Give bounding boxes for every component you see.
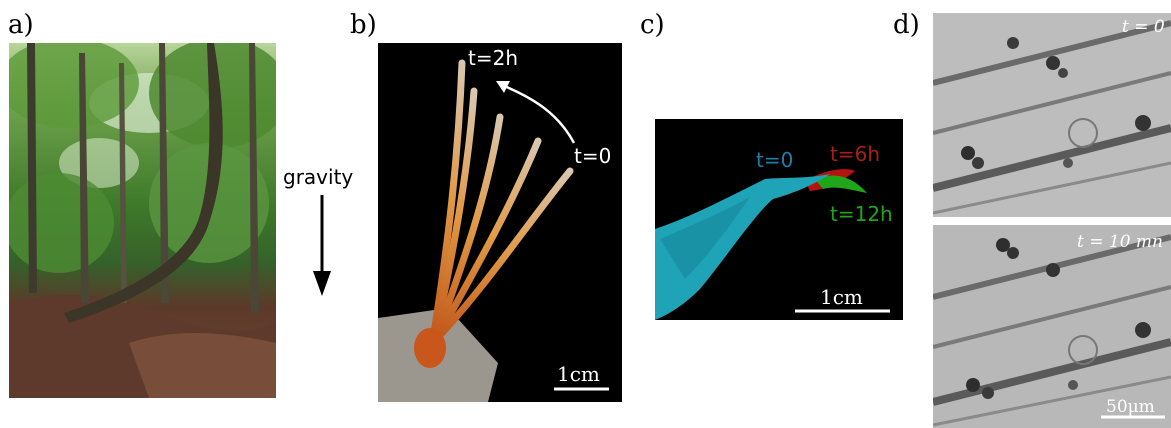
forest-photo	[9, 43, 276, 398]
gravity-label: gravity	[283, 165, 354, 189]
scale-bar-label-b: 1cm	[557, 362, 600, 386]
time-label-c-0: t=0	[756, 148, 794, 172]
time-label-2h: t=2h	[468, 46, 518, 70]
time-label-d-top: t = 0	[1122, 17, 1165, 37]
time-label-d-bottom: t = 10 mn	[1077, 232, 1163, 252]
panel-c-shape-image	[655, 119, 903, 320]
panel-label-b: b)	[350, 10, 377, 40]
time-label-0: t=0	[574, 144, 612, 168]
panel-b-stem-image	[378, 43, 622, 402]
shape-overlay	[655, 169, 890, 320]
time-label-c-6h: t=6h	[830, 142, 880, 166]
micrograph-bottom-illustration	[933, 225, 1171, 428]
micrograph-bottom	[933, 225, 1171, 428]
scale-bar-label-d: 50μm	[1106, 397, 1155, 417]
panel-label-d: d)	[893, 10, 920, 40]
forest-photo-illustration	[9, 43, 276, 398]
micrograph-top	[933, 13, 1171, 217]
stem-overlay	[378, 59, 609, 402]
time-label-c-12h: t=12h	[830, 202, 893, 226]
gravity-arrow-icon	[313, 195, 331, 296]
scale-bar-label-c: 1cm	[820, 285, 863, 309]
panel-label-c: c)	[640, 10, 665, 40]
panel-label-a: a)	[8, 10, 34, 40]
micrograph-top-illustration	[933, 13, 1171, 217]
